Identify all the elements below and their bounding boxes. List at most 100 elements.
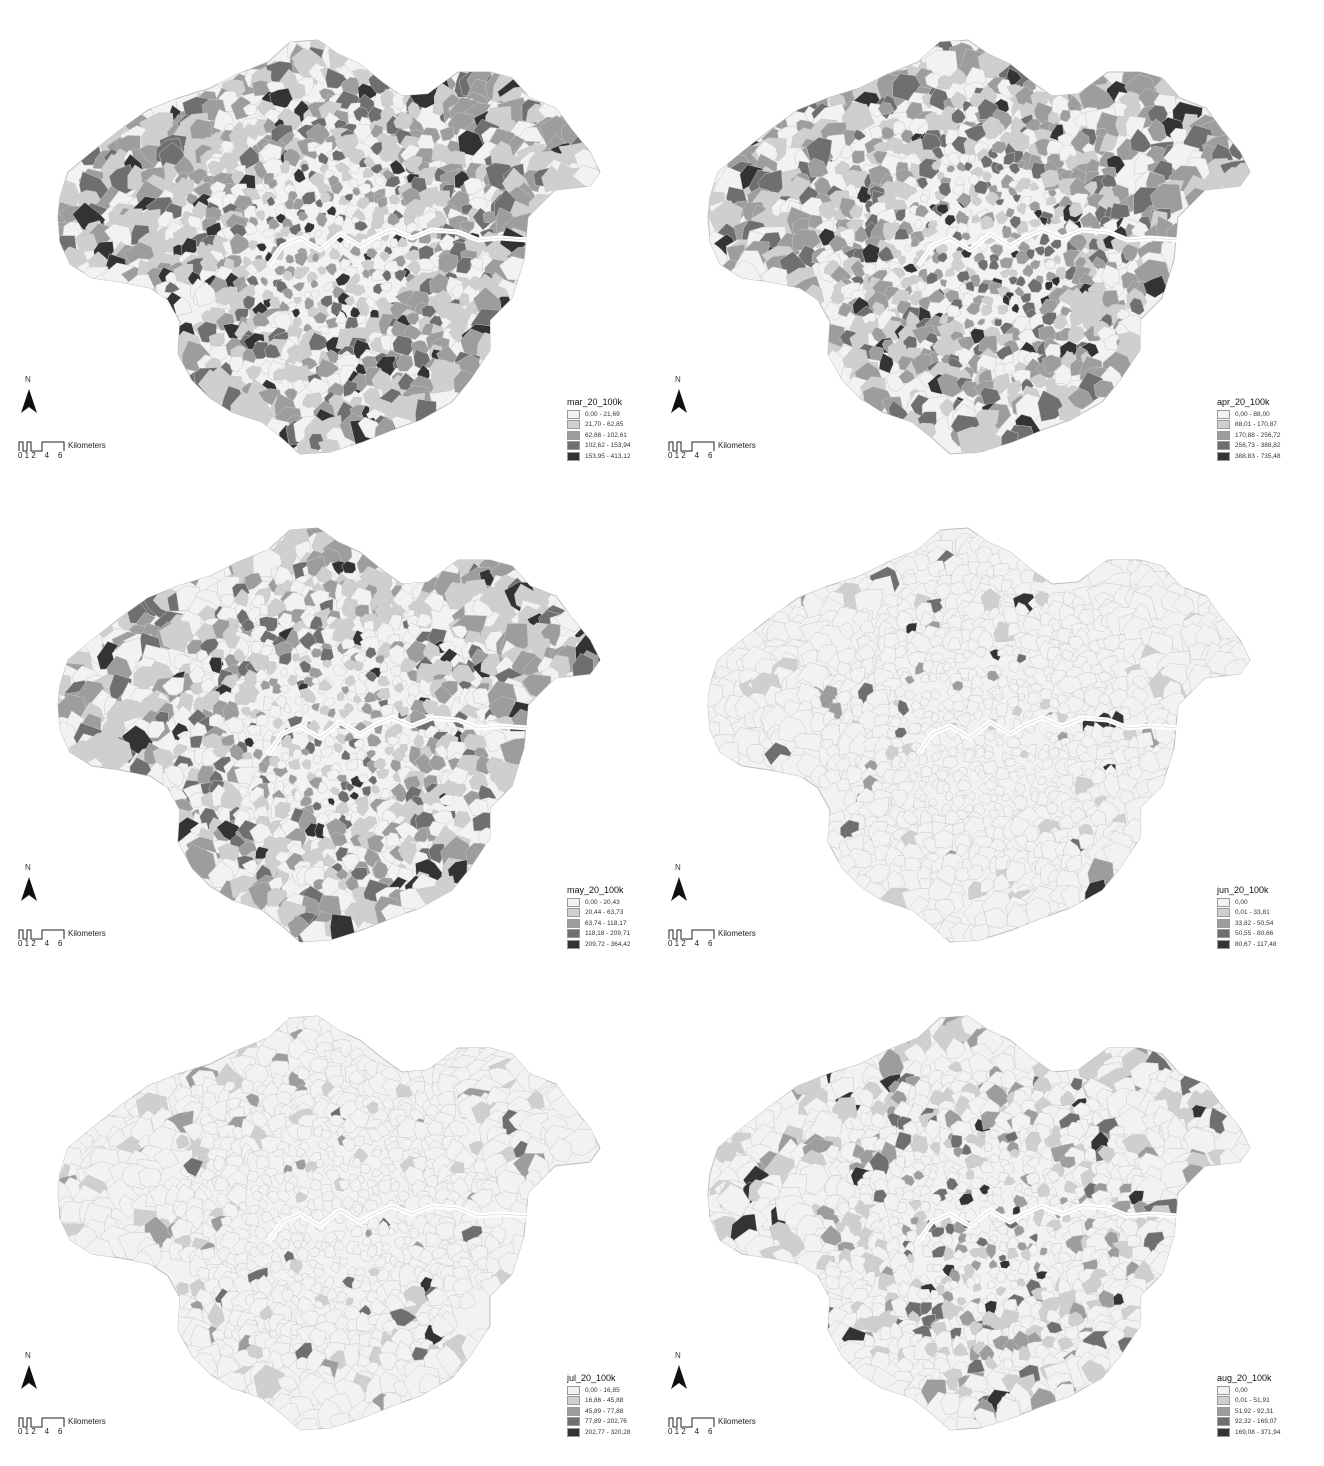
scale-tick-labels: 0 1 2 4 6 [18, 451, 63, 460]
ward-polygon [853, 129, 867, 141]
legend-swatch [1217, 420, 1230, 430]
ward-polygon [341, 560, 357, 574]
ward-polygon [269, 87, 295, 109]
legend-range-label: 0,00 - 20,43 [585, 898, 620, 906]
ward-polygon [1050, 215, 1062, 225]
ward-polygon [1044, 259, 1056, 270]
ward-polygon [929, 87, 950, 111]
ward-polygon [1011, 705, 1023, 717]
ward-polygon [379, 661, 388, 673]
ward-polygon [920, 765, 935, 779]
ward-polygon [965, 281, 975, 293]
ward-polygon [350, 867, 368, 880]
legend-range-label: 77,89 - 202,76 [585, 1418, 627, 1426]
ward-polygon [913, 219, 924, 230]
ward-polygon [1078, 609, 1095, 625]
legend-swatch [1217, 908, 1230, 918]
ward-polygon [281, 287, 294, 300]
ward-polygon [1138, 750, 1160, 774]
ward-polygon [161, 677, 185, 696]
legend-range-label: 45,89 - 77,88 [585, 1407, 624, 1415]
ward-polygon [1142, 275, 1168, 299]
scale-tick-labels: 0 1 2 4 6 [18, 939, 63, 948]
ward-polygon [963, 161, 973, 172]
ward-polygon [261, 228, 276, 239]
ward-polygon [984, 121, 1002, 140]
ward-polygon [1041, 354, 1062, 374]
ward-polygon [991, 140, 1008, 154]
ward-polygon [453, 810, 472, 829]
ward-polygon [857, 709, 881, 731]
ward-polygon [1007, 131, 1030, 152]
ward-polygon [340, 685, 350, 695]
ward-polygon [251, 341, 271, 360]
legend-jun: jun_20_100k 0,00 0,01 - 33,81 33,82 - 50,54… [1217, 885, 1307, 950]
legend-swatch [1217, 451, 1230, 461]
ward-polygon [393, 111, 413, 130]
ward-polygon [965, 302, 980, 316]
legend-swatch [1217, 939, 1230, 949]
ward-polygon [1048, 732, 1061, 743]
ward-polygon [964, 209, 972, 217]
ward-polygon [894, 727, 908, 738]
legend-jul: jul_20_100k 0,00 - 16,85 16,86 - 45,88 45,8… [567, 1373, 657, 1438]
legend-range-label: 63,74 - 118,17 [585, 919, 627, 927]
ward-polygon [311, 703, 320, 712]
ward-polygon [459, 293, 470, 307]
ward-polygon [343, 380, 358, 398]
ward-polygon [317, 781, 329, 795]
legend-range-label: 209,72 - 364,42 [585, 940, 631, 948]
ward-polygon [313, 754, 322, 765]
ward-polygon [379, 281, 393, 293]
legend-swatch [567, 441, 580, 451]
ward-polygon [1034, 245, 1046, 257]
ward-polygon [376, 687, 391, 700]
ward-polygon [1039, 231, 1050, 246]
ward-polygon [220, 734, 235, 747]
ward-polygon [838, 622, 855, 640]
ward-polygon [890, 717, 902, 728]
ward-polygon [894, 645, 907, 658]
ward-polygons [708, 528, 1250, 942]
ward-polygon [268, 756, 282, 767]
ward-polygon [234, 588, 249, 607]
ward-polygon [292, 282, 305, 292]
ward-polygon [329, 831, 348, 847]
legend-entry: 0,00 [1217, 897, 1307, 908]
ward-polygon [971, 195, 982, 207]
ward-polygon [1059, 109, 1071, 123]
ward-polygon [994, 318, 1003, 327]
ward-polygon [327, 797, 335, 806]
ward-polygon [894, 227, 910, 240]
ward-polygon [941, 697, 956, 712]
ward-polygon [191, 200, 208, 220]
ward-polygon [1057, 403, 1076, 421]
ward-polygon [284, 198, 295, 210]
ward-polygon [173, 263, 194, 286]
ward-polygon [285, 253, 295, 264]
ward-polygon [301, 759, 312, 770]
ward-polygon [973, 180, 988, 195]
ward-polygon [931, 711, 940, 723]
ward-polygon [331, 149, 347, 162]
ward-polygon [255, 243, 267, 252]
ward-polygon [982, 170, 992, 182]
ward-polygon [936, 203, 949, 215]
ward-polygon [329, 247, 341, 260]
ward-polygon [244, 737, 255, 748]
legend-range-label: 118,18 - 209,71 [585, 930, 631, 938]
ward-polygon [293, 168, 307, 184]
ward-polygon [963, 318, 975, 330]
ward-polygon [943, 710, 955, 722]
ward-polygon [313, 311, 328, 324]
ward-polygon [214, 286, 233, 306]
map-panel-may: N Kilometers 0 1 2 4 6 may_20_100k 0,00 - 20… [0, 490, 662, 978]
ward-polygon [420, 791, 438, 807]
ward-polygon [389, 723, 403, 735]
legend-swatch [567, 1385, 580, 1395]
ward-polygon [946, 164, 955, 173]
ward-polygon [366, 749, 376, 759]
ward-polygon [228, 356, 244, 373]
legend-range-label: 153,95 - 413,12 [585, 452, 631, 460]
ward-polygon [907, 751, 918, 762]
